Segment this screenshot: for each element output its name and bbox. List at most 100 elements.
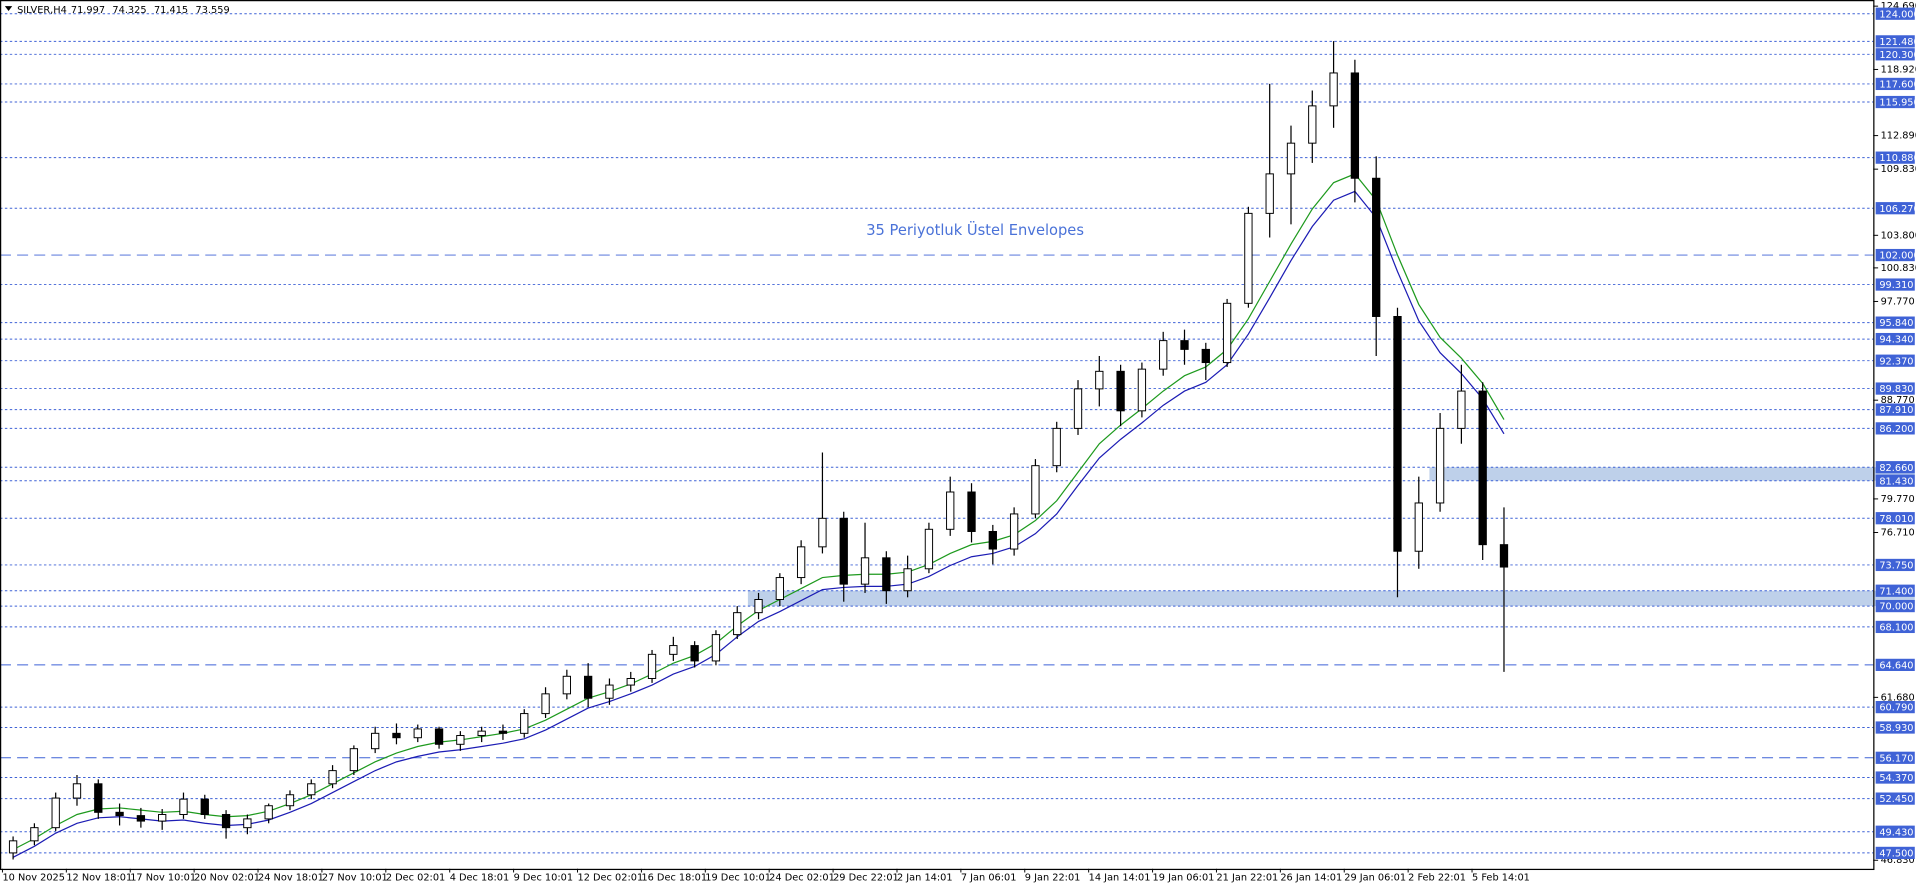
candle-body <box>690 645 699 662</box>
level-label: 102.000 <box>1879 251 1916 262</box>
candle-body <box>221 814 231 829</box>
level-label-box <box>1875 658 1915 671</box>
candle-body <box>1457 390 1466 429</box>
candle-body <box>583 675 593 699</box>
x-tick-label: 21 Jan 22:01 <box>1216 872 1278 883</box>
level-label: 73.750 <box>1879 561 1913 572</box>
level-label-box <box>1875 751 1915 764</box>
header-values: 71.997 74.325 71.415 73.559 <box>71 5 230 16</box>
candle-body <box>1414 502 1423 552</box>
x-tick-label: 14 Jan 14:01 <box>1089 872 1151 883</box>
level-label-box <box>1875 77 1915 91</box>
level-label-box <box>1875 461 1915 474</box>
candle-body <box>179 798 188 815</box>
candle-body <box>754 599 763 614</box>
y-tick-label: 76.710 <box>1881 527 1915 538</box>
level-label: 106.270 <box>1879 204 1916 215</box>
candle-body <box>1350 72 1360 179</box>
candle-body <box>136 815 146 822</box>
candles <box>8 41 1509 860</box>
level-label: 49.430 <box>1879 827 1913 838</box>
level-label: 86.200 <box>1879 424 1913 435</box>
candle-body <box>1435 427 1445 504</box>
level-label-box <box>1875 701 1915 714</box>
level-label-box <box>1875 35 1915 48</box>
level-label: 71.400 <box>1879 586 1913 597</box>
candle-body <box>860 557 870 585</box>
level-label: 124.000 <box>1879 9 1916 20</box>
level-label-box <box>1875 846 1915 860</box>
symbol-title: SILVER,H4 <box>17 5 67 16</box>
level-label: 99.310 <box>1879 280 1913 291</box>
candle-body <box>1499 544 1509 568</box>
level-label-box <box>1875 403 1915 416</box>
candle-body <box>1286 142 1296 175</box>
candle-body <box>498 730 508 734</box>
candle-body <box>946 491 955 530</box>
level-label-box <box>1875 354 1915 367</box>
level-label: 54.370 <box>1879 773 1913 784</box>
level-label: 117.600 <box>1879 80 1916 91</box>
level-label: 121.480 <box>1879 37 1916 48</box>
annotation: 35 Periyotluk Üstel Envelopes <box>866 221 1084 239</box>
level-label-box <box>1875 278 1915 291</box>
candle-body <box>924 528 934 570</box>
candle-body <box>1052 427 1061 467</box>
x-tick-label: 17 Nov 10:01 <box>130 872 196 883</box>
candle-body <box>711 634 721 662</box>
level-label-box <box>1875 584 1915 597</box>
candle-body <box>839 517 848 585</box>
y-tick-label: 124.690 <box>1881 1 1916 12</box>
candle-body <box>264 805 273 820</box>
candle-body <box>882 557 891 592</box>
candle-body <box>477 730 486 737</box>
candle-body <box>51 797 60 829</box>
y-tick-label: 88.770 <box>1881 395 1915 406</box>
candle-body <box>94 783 103 813</box>
candle-body <box>733 612 742 636</box>
candle-body <box>413 728 422 739</box>
candle-body <box>1393 315 1402 552</box>
level-label-box <box>1875 382 1915 395</box>
candle-body <box>1116 370 1125 412</box>
candle-body <box>1159 340 1168 370</box>
level-label: 60.790 <box>1879 703 1913 714</box>
y-tick-label: 79.770 <box>1881 494 1915 505</box>
candle-body <box>434 728 444 745</box>
level-label: 56.170 <box>1879 753 1913 764</box>
level-label-box <box>1875 771 1915 784</box>
level-label-box <box>1875 248 1915 262</box>
header-value: 74.325 <box>112 5 146 16</box>
level-label: 95.840 <box>1879 318 1913 329</box>
candle-body <box>328 770 337 785</box>
candle-body <box>605 684 614 699</box>
candle-body <box>349 748 359 772</box>
level-label: 64.640 <box>1879 660 1913 671</box>
candle-body <box>775 577 784 600</box>
level-label: 120.300 <box>1879 50 1916 61</box>
level-label: 82.660 <box>1879 463 1913 474</box>
candle-body <box>115 811 124 817</box>
candle-body <box>1137 368 1147 412</box>
y-tick-label: 100.830 <box>1881 263 1916 274</box>
x-tick-label: 2 Dec 02:01 <box>386 872 445 883</box>
x-tick-label: 12 Dec 02:01 <box>578 872 644 883</box>
candle-body <box>1265 173 1274 214</box>
levels <box>0 13 1874 854</box>
candle-body <box>285 794 295 807</box>
y-tick-label: 97.770 <box>1881 296 1915 307</box>
x-tick-label: 2 Jan 14:01 <box>897 872 953 883</box>
y-tick-label: 103.800 <box>1881 230 1916 241</box>
x-tick-label: 7 Jan 06:01 <box>961 872 1017 883</box>
level-label: 47.500 <box>1879 849 1913 860</box>
level-label-box <box>1875 48 1915 61</box>
header-value: 71.415 <box>154 5 188 16</box>
candle-body <box>371 732 380 750</box>
candle-body <box>72 783 82 799</box>
level-label: 81.430 <box>1879 476 1913 487</box>
envelope-line <box>12 190 1505 858</box>
candle-body <box>307 783 316 796</box>
level-label-box <box>1875 558 1915 572</box>
header-value: 71.997 <box>71 5 105 16</box>
